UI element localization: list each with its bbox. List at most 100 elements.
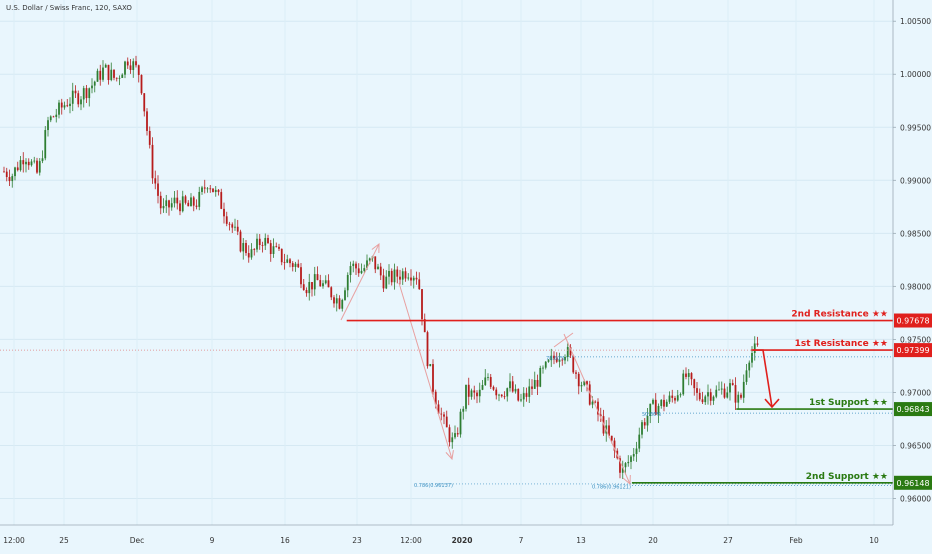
- candle-body: [473, 390, 476, 393]
- candle-body: [206, 188, 209, 190]
- candle-body: [544, 361, 547, 368]
- candle-body: [269, 243, 272, 255]
- candle-body: [346, 274, 349, 291]
- candle-body: [151, 144, 154, 179]
- candle-body: [657, 405, 660, 415]
- candle-body: [528, 386, 531, 397]
- candle-body: [550, 355, 553, 361]
- candle-body: [335, 298, 338, 304]
- candle-body: [198, 191, 201, 207]
- x-tick-label: 23: [352, 536, 362, 545]
- candle-body: [220, 192, 223, 209]
- candle-body: [41, 158, 44, 162]
- candle-body: [113, 69, 115, 78]
- candle-body: [349, 266, 352, 275]
- candle-body: [261, 245, 264, 246]
- candle-body: [234, 226, 236, 228]
- candle-body: [179, 203, 181, 212]
- candle-body: [553, 355, 555, 359]
- candle-body: [214, 189, 217, 193]
- impulse-arrow-small: [553, 332, 574, 348]
- fib-level-label: 0.786(0.96121): [592, 485, 631, 491]
- candle-body: [729, 383, 731, 393]
- candle-body: [247, 253, 250, 258]
- fib-level-label: 50.00%: [642, 412, 661, 418]
- candle-body: [575, 372, 577, 374]
- candle-body: [91, 85, 93, 89]
- candle-body: [569, 347, 572, 356]
- candle-body: [597, 401, 599, 415]
- candle-body: [85, 88, 88, 99]
- y-tick-label: 0.99500: [900, 123, 931, 132]
- x-tick-label: 13: [576, 536, 586, 545]
- candle-body: [357, 268, 360, 274]
- candle-body: [212, 188, 214, 193]
- grid: [0, 0, 893, 525]
- candle-body: [291, 263, 294, 267]
- x-tick-label: 27: [723, 536, 733, 545]
- candle-body: [649, 403, 652, 417]
- candle-body: [19, 160, 22, 171]
- candle-body: [8, 177, 11, 182]
- candle-body: [228, 223, 231, 225]
- candle-body: [157, 183, 159, 196]
- drawings: 0.786(0.96137) 0.786(0.96121) 50.00% 78.60%…: [0, 242, 932, 491]
- candle-body: [47, 120, 49, 131]
- candle-body: [256, 238, 258, 250]
- candle-body: [231, 224, 234, 228]
- level-price-label: 0.97678: [896, 317, 929, 326]
- candle-body: [462, 408, 465, 412]
- candle-body: [170, 203, 173, 208]
- candle-body: [300, 267, 302, 285]
- candle-body: [514, 388, 517, 392]
- candle-body: [245, 243, 247, 254]
- candle-body: [382, 275, 385, 289]
- candle-body: [506, 388, 509, 397]
- candle-body: [484, 377, 487, 386]
- candle-body: [60, 102, 63, 108]
- candle-body: [352, 263, 355, 267]
- candle-body: [330, 287, 333, 298]
- fib-level-label: 78.60%: [546, 356, 565, 362]
- candle-body: [80, 99, 82, 105]
- candle-body: [36, 160, 38, 173]
- candle-body: [190, 197, 192, 207]
- candle-body: [687, 373, 690, 377]
- level-name-resistance: 1st Resistance ★★: [795, 339, 888, 349]
- candle-body: [267, 237, 269, 244]
- candle-body: [129, 65, 132, 70]
- candle-body: [742, 381, 745, 398]
- candle-body: [704, 396, 707, 403]
- candle-body: [176, 197, 179, 204]
- impulse-arrow-down-2: [563, 333, 631, 485]
- chart-title: U.S. Dollar / Swiss Franc, 120, SAXO: [6, 4, 132, 12]
- impulse-arrow-up-head: [371, 242, 380, 254]
- candle-body: [278, 246, 280, 249]
- candle-body: [693, 379, 696, 389]
- level-name-support: 2nd Support ★★: [806, 472, 888, 482]
- candle-body: [487, 377, 489, 378]
- candle-body: [536, 379, 539, 387]
- candle-body: [621, 467, 624, 473]
- candle-body: [223, 208, 225, 217]
- candle-body: [27, 161, 30, 166]
- candle-body: [489, 377, 492, 387]
- candle-body: [173, 197, 176, 204]
- candle-body: [646, 416, 649, 426]
- candle-body: [377, 266, 379, 270]
- candle-body: [201, 187, 203, 192]
- candle-body: [121, 74, 124, 78]
- level-price-label: 0.96843: [896, 405, 929, 414]
- level-name-resistance: 2nd Resistance ★★: [791, 310, 888, 320]
- candle-body: [390, 270, 393, 283]
- candle-body: [132, 61, 135, 70]
- candle-body: [451, 437, 454, 443]
- candle-body: [63, 105, 66, 108]
- level-name-support: 1st Support ★★: [809, 398, 888, 408]
- level-price-badge: [894, 402, 932, 417]
- candle-body: [49, 116, 52, 121]
- forecast-arrow: [753, 349, 773, 408]
- candle-body: [393, 269, 396, 283]
